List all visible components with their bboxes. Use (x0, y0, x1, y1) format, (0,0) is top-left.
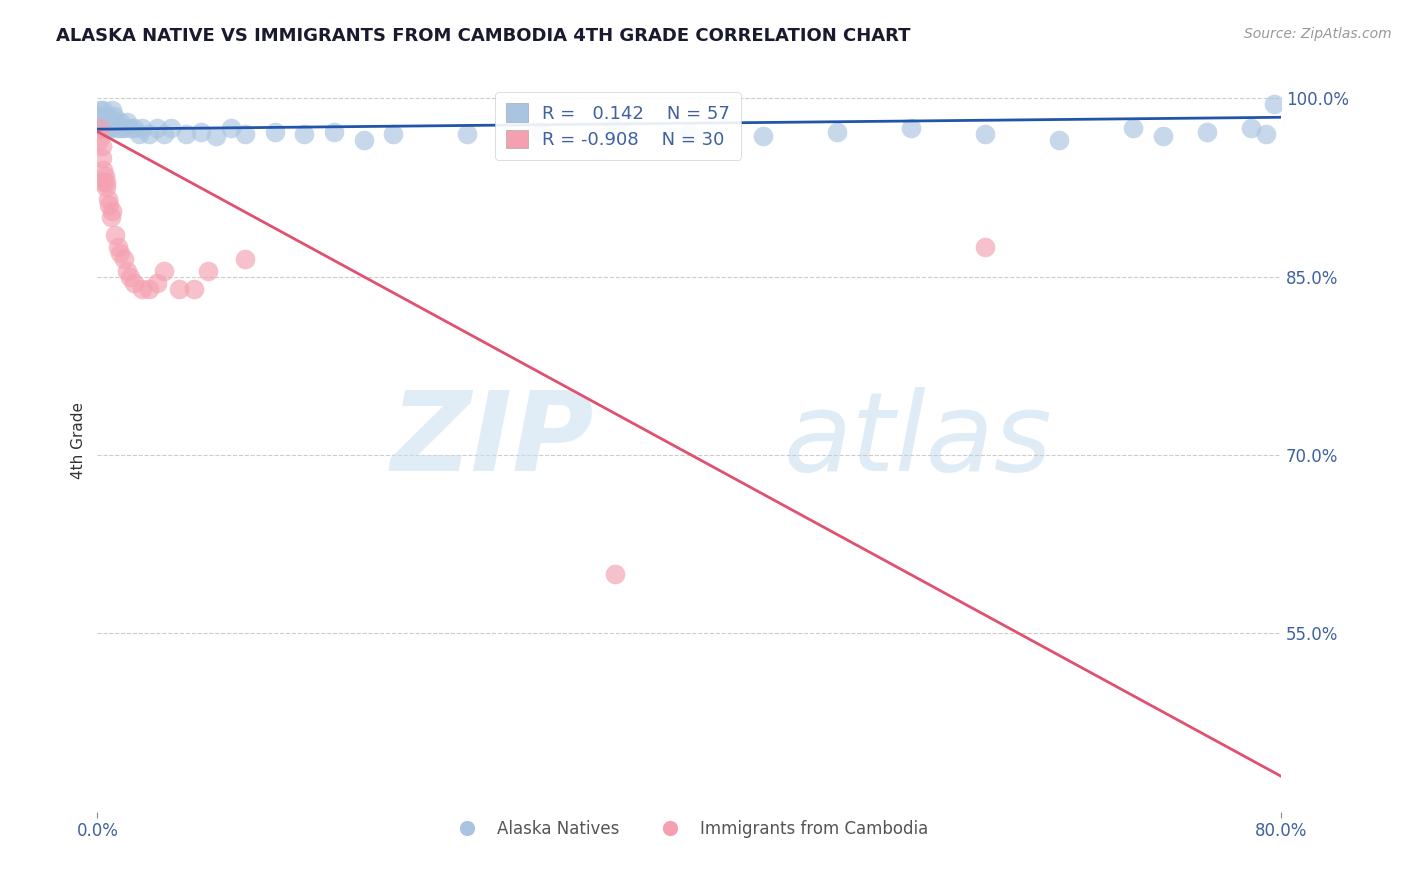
Point (97, 120, 120, 135)
Point (91, 174, 114, 188)
Point (101, 115, 124, 129)
Point (382, 127, 405, 141)
Point (90, 151, 112, 165)
Point (233, 252, 256, 266)
Point (138, 281, 160, 295)
Point (974, 127, 997, 141)
Point (183, 281, 205, 295)
Point (264, 124, 287, 138)
Point (112, 120, 135, 135)
Point (103, 109, 125, 123)
Point (100, 210, 122, 224)
Point (219, 120, 242, 135)
Point (91, 103, 114, 117)
Point (97, 109, 120, 123)
Point (96, 115, 118, 129)
Point (204, 129, 226, 144)
Point (190, 124, 212, 138)
Point (153, 263, 176, 277)
Point (105, 120, 128, 135)
Point (1122, 120, 1144, 135)
Point (167, 281, 190, 295)
Point (110, 120, 132, 135)
Point (153, 127, 176, 141)
Point (87, 109, 110, 123)
Point (108, 115, 131, 129)
Point (1263, 97, 1285, 112)
Point (96, 120, 118, 135)
Point (174, 127, 197, 141)
Point (89, 120, 111, 135)
Point (900, 120, 922, 135)
Point (91, 162, 114, 177)
Point (752, 129, 775, 144)
Point (98, 198, 121, 212)
Point (456, 127, 478, 141)
Point (145, 120, 167, 135)
Point (160, 120, 183, 135)
Point (104, 227, 127, 242)
Point (94, 109, 117, 123)
Point (94, 169, 117, 183)
Point (353, 133, 375, 147)
Point (128, 127, 150, 141)
Point (112, 252, 135, 266)
Point (1240, 120, 1263, 135)
Point (974, 240, 997, 254)
Point (124, 276, 146, 290)
Point (108, 245, 131, 260)
Point (91, 115, 114, 129)
Point (107, 240, 129, 254)
Point (1256, 127, 1278, 141)
Point (233, 127, 256, 141)
Text: ZIP: ZIP (391, 387, 595, 493)
Point (118, 120, 141, 135)
Legend: Alaska Natives, Immigrants from Cambodia: Alaska Natives, Immigrants from Cambodia (444, 814, 935, 845)
Text: ALASKA NATIVE VS IMMIGRANTS FROM CAMBODIA 4TH GRADE CORRELATION CHART: ALASKA NATIVE VS IMMIGRANTS FROM CAMBODI… (56, 27, 911, 45)
Point (90, 138, 112, 153)
Point (98, 115, 121, 129)
Point (1195, 124, 1218, 138)
Point (530, 124, 553, 138)
Point (145, 276, 167, 290)
Point (825, 124, 848, 138)
Y-axis label: 4th Grade: 4th Grade (72, 401, 86, 479)
Point (1152, 129, 1174, 144)
Text: atlas: atlas (783, 387, 1053, 493)
Point (90, 120, 112, 135)
Point (94, 120, 117, 135)
Point (124, 120, 146, 135)
Point (89, 103, 111, 117)
Point (197, 263, 219, 277)
Point (131, 281, 153, 295)
Point (87, 133, 110, 147)
Point (131, 120, 153, 135)
Point (100, 120, 122, 135)
Point (678, 127, 700, 141)
Point (96, 174, 118, 188)
Point (118, 269, 141, 284)
Point (138, 127, 160, 141)
Point (294, 127, 316, 141)
Point (1047, 133, 1070, 147)
Point (115, 263, 138, 277)
Point (104, 115, 127, 129)
Text: Source: ZipAtlas.com: Source: ZipAtlas.com (1244, 27, 1392, 41)
Point (323, 124, 346, 138)
Point (605, 120, 627, 135)
Point (115, 115, 138, 129)
Point (96, 180, 118, 194)
Point (89, 115, 111, 129)
Point (101, 204, 124, 219)
Point (605, 567, 627, 582)
Point (90, 109, 112, 123)
Point (97, 192, 120, 206)
Point (101, 103, 124, 117)
